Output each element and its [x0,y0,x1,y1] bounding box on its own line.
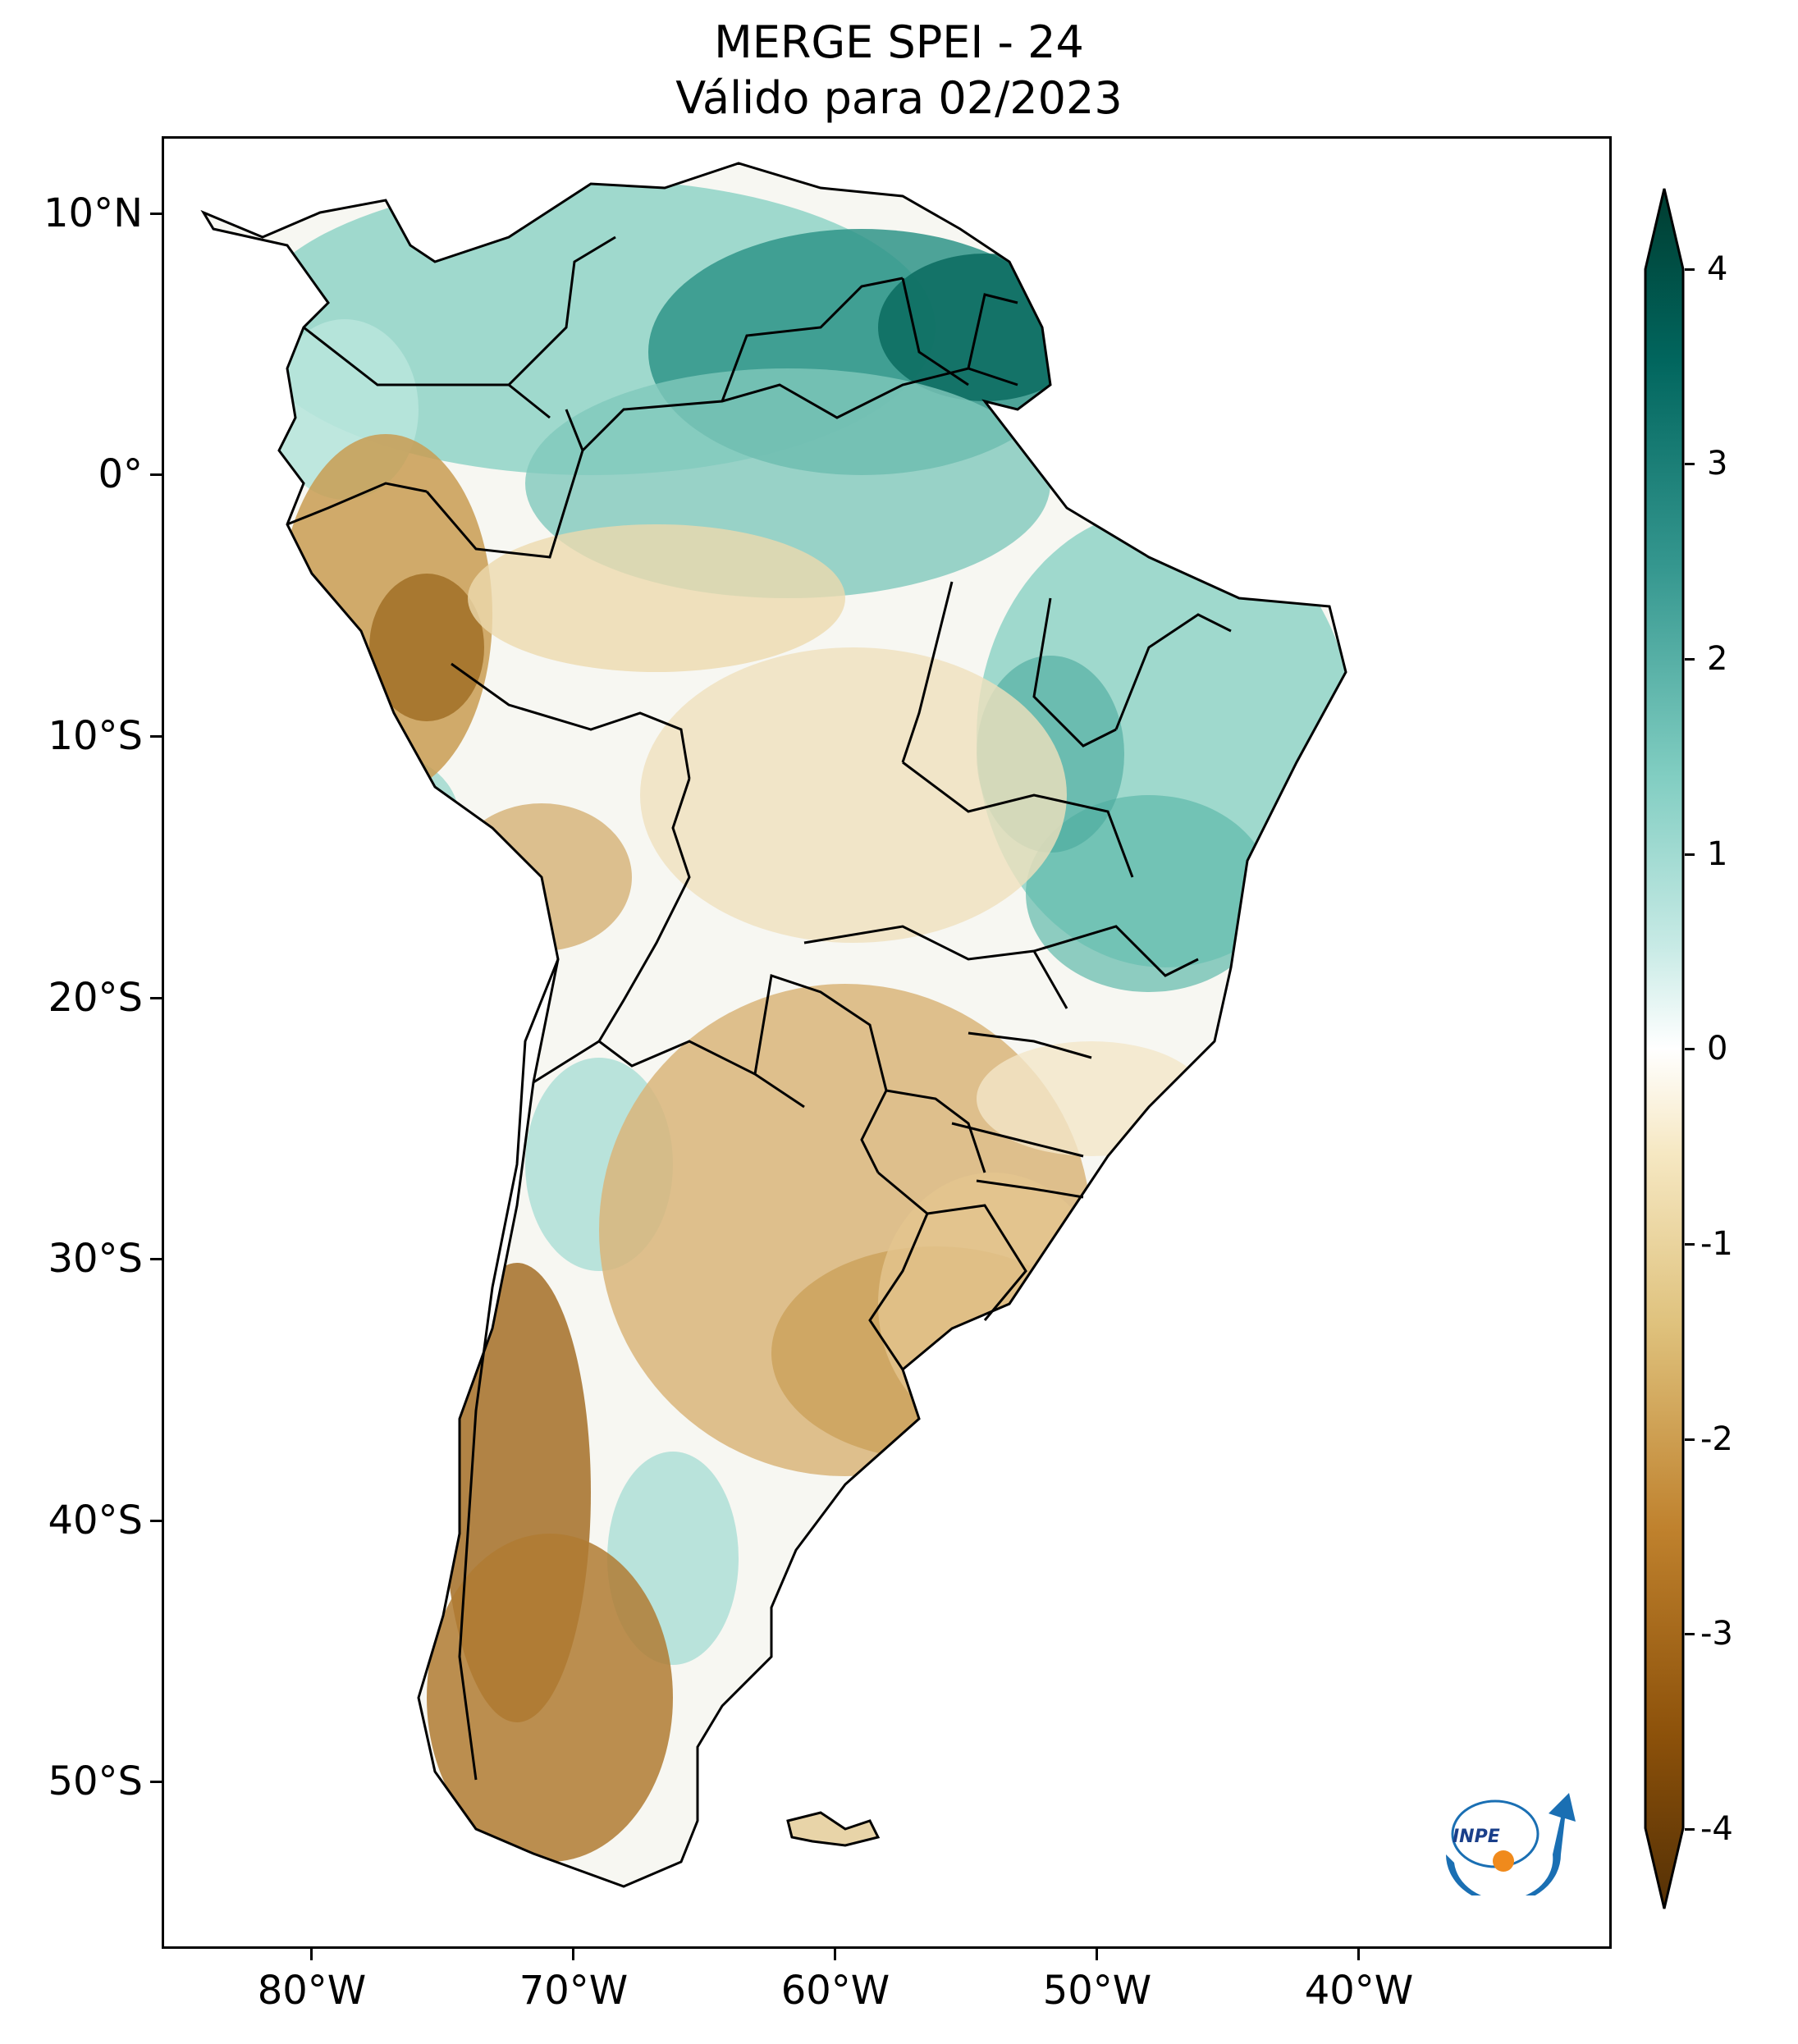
colorbar-tick [1685,658,1695,661]
colorbar-tick [1685,1243,1695,1246]
border-bolivia-brazil-west [597,778,691,1042]
south-america-map [202,162,1347,1888]
border-ecuador-peru [286,482,428,526]
border-sc-rs [976,1179,1084,1199]
lat-label: 40°S [48,1498,143,1543]
lon-label: 40°W [1304,1968,1414,2014]
lon-tick [834,1949,836,1960]
border-paraguay-brazil [885,1089,986,1173]
border-colombia-south [303,326,551,419]
lon-tick [310,1949,313,1960]
wet-region-peru-south [312,754,460,885]
lon-tick [1096,1949,1098,1960]
lon-tick [572,1949,574,1960]
border-piaui-maranhao [1032,597,1117,748]
colorbar-gradient [1644,188,1685,1909]
colorbar-tick [1685,853,1695,856]
lat-tick [150,997,162,999]
border-colombia-venezuela [507,235,616,386]
border-peru-brazil [425,409,584,559]
colorbar-tick [1685,1828,1695,1831]
lat-tick [150,1781,162,1783]
colorbar-tick [1685,463,1695,465]
map-subtitle: Válido para 02/2023 [675,72,1123,124]
inpe-logo: INPE [1446,1793,1576,1895]
colorbar-label: 2 [1707,640,1728,678]
border-brazil-north [581,367,1018,452]
dry-region-patagonia [427,1534,673,1862]
lat-label: 0° [98,451,143,497]
border-goias-bahia [902,761,1134,878]
lon-tick [1357,1949,1360,1960]
border-venezuela-guyana [721,277,904,402]
border-parana-sc [951,1122,1084,1158]
map-title: MERGE SPEI - 24 [714,16,1084,68]
logo-swoosh-icon [1446,1793,1576,1895]
border-chile-argentina [458,958,560,1781]
dry-region-acre [468,524,845,672]
colorbar-label: -2 [1700,1420,1733,1458]
borders [286,235,1232,1781]
border-para-tocantins [901,581,954,763]
colorbar-label: -1 [1700,1225,1733,1263]
lon-label: 80°W [257,1968,367,2014]
lat-label: 10°N [43,190,143,236]
colorbar-label: -4 [1700,1810,1733,1848]
lon-label: 70°W [519,1968,629,2014]
lat-label: 50°S [48,1758,143,1804]
border-suriname [901,277,969,386]
colorbar-tick [1685,1633,1695,1635]
lat-tick [150,1520,162,1522]
border-uruguay-brazil [877,1171,1027,1321]
colorbar-tick [1685,1438,1695,1441]
dry-region-mato-grosso [640,647,1067,943]
falkland-islands [786,1811,881,1847]
lon-label: 60°W [780,1968,890,2014]
lat-tick [150,1258,162,1260]
lat-label: 10°S [48,713,143,759]
logo-sun-icon [1493,1850,1514,1872]
border-minas-sp [803,925,1068,1009]
border-uruguay-argentina [868,1213,929,1370]
border-sp-parana [968,1031,1092,1059]
wet-region-bahia [1026,795,1272,992]
border-bolivia-argentina [533,1040,805,1109]
border-paraguay [753,974,888,1173]
border-minas-bahia [1033,925,1199,977]
lat-label: 20°S [48,975,143,1021]
lat-tick [150,473,162,476]
border-brazil-bolivia-north [451,662,691,780]
colorbar [1644,188,1685,1909]
colorbar-tick [1685,268,1695,271]
colorbar-label: 3 [1707,445,1728,482]
wet-core-amapa [878,254,1091,401]
dry-core-peru [369,574,484,721]
logo-text: INPE [1453,1827,1500,1847]
lat-label: 30°S [48,1236,143,1282]
border-ceara [1114,613,1232,730]
colorbar-label: 0 [1707,1030,1728,1068]
lat-tick [150,735,162,738]
colorbar-tick [1685,1048,1695,1050]
lat-tick [150,213,162,215]
border-french-guiana [967,293,1018,369]
colorbar-label: -3 [1700,1615,1733,1653]
map-panel [162,136,1612,1949]
colorbar-label: 1 [1707,835,1728,873]
colorbar-label: 4 [1707,250,1728,288]
lon-label: 50°W [1042,1968,1152,2014]
